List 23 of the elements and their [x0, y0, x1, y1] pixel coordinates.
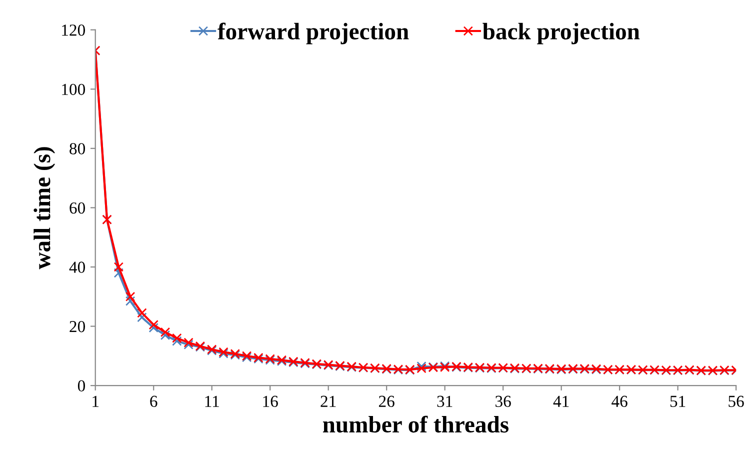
y-tick-label: 120	[62, 24, 85, 36]
x-tick-label: 46	[612, 396, 628, 408]
x-tick-label: 16	[263, 396, 278, 408]
y-tick-label: 80	[70, 143, 85, 154]
y-tick-label: 40	[69, 262, 85, 273]
x-tick-label: 6	[150, 396, 158, 408]
y-tick-label: 0	[78, 380, 85, 392]
y-axis-title: wall time (s)	[34, 147, 56, 270]
legend-label: back projection	[482, 22, 640, 44]
x-tick-label: 21	[320, 396, 336, 407]
y-tick-label: 60	[70, 202, 85, 214]
x-tick-label: 11	[205, 396, 219, 407]
x-tick-label: 56	[728, 396, 744, 408]
x-tick-label: 26	[378, 396, 394, 408]
y-tick-label: 20	[70, 320, 85, 332]
y-tick-label: 100	[62, 84, 85, 96]
x-tick-label: 36	[496, 396, 511, 408]
legend-label: forward projection	[218, 22, 409, 44]
x-tick-label: 51	[670, 396, 686, 408]
x-axis-title: number of threads	[322, 416, 509, 433]
x-tick-label: 41	[553, 396, 569, 407]
x-tick-label: 1	[92, 396, 99, 407]
x-tick-label: 31	[437, 396, 452, 408]
